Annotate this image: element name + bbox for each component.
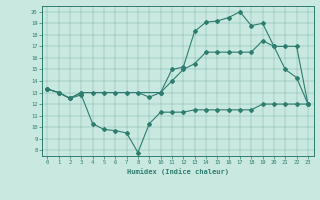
X-axis label: Humidex (Indice chaleur): Humidex (Indice chaleur)	[127, 168, 228, 175]
